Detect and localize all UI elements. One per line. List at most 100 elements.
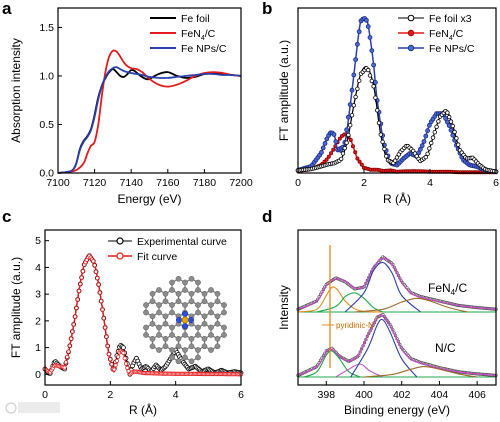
carbon-atom	[182, 347, 188, 353]
x-tick-label-d-398: 398	[318, 389, 336, 401]
data-point-b-fe-nps-c	[446, 123, 452, 128]
xps-component-fen4-c-4	[344, 261, 421, 313]
x-axis-label-b: R (Å)	[383, 191, 411, 206]
carbon-atom	[195, 279, 201, 286]
data-point-c-fit-curve	[101, 316, 106, 321]
data-point-b-fe-nps-c	[365, 24, 371, 30]
carbon-atom	[169, 332, 175, 338]
carbon-atom	[149, 298, 156, 305]
carbon-atom	[143, 332, 149, 338]
data-point-c-fit-curve	[65, 354, 70, 359]
nitrogen-atom	[181, 322, 189, 330]
data-point-b-fe-foil-x3	[376, 120, 382, 126]
carbon-atom	[156, 324, 162, 331]
carbon-atom	[182, 287, 188, 293]
carbon-atom	[214, 343, 221, 350]
x-tick-label-d-406: 406	[468, 389, 486, 401]
data-point-b-fe-foil-x3	[339, 156, 344, 162]
data-point-c-fit-curve	[100, 307, 105, 312]
x-tick-label-a-7120: 7120	[83, 177, 107, 189]
carbon-atom	[221, 332, 227, 338]
series-line-b-fe-nps-c	[297, 17, 497, 173]
data-point-b-fe-nps-c	[345, 114, 351, 120]
xps-component-fen4-c-3	[316, 292, 384, 313]
data-point-b-fen4-c	[328, 151, 333, 156]
x-tick-label-d-402: 402	[393, 389, 411, 401]
carbon-atom	[195, 309, 201, 316]
legend-marker-experimental	[116, 237, 124, 245]
data-point-b-fe-foil-x3	[452, 129, 457, 135]
legend-label-fe-nps-b: Fe NPs/C	[429, 43, 475, 55]
x-tick-label-b-6: 6	[493, 177, 499, 189]
y-tick-label-a-1: 1.0	[39, 70, 54, 82]
data-point-c-fit-curve	[122, 356, 127, 361]
carbon-atom	[201, 320, 208, 327]
carbon-atom	[208, 324, 214, 331]
carbon-atom	[175, 290, 182, 297]
carbon-atom	[208, 347, 214, 353]
carbon-atom	[169, 287, 175, 293]
data-point-b-fe-nps-c	[417, 146, 423, 152]
data-point-c-fit-curve	[105, 343, 110, 349]
carbon-atom	[169, 324, 175, 331]
data-point-b-fe-nps-c	[354, 41, 360, 47]
carbon-atom	[201, 335, 208, 342]
carbon-atom	[143, 309, 149, 316]
y-tick-label-a-0: 0.0	[39, 168, 54, 180]
data-point-b-fe-foil-x3	[369, 78, 374, 84]
panel-d: 398 400 402 404 406 pyridinic-N FeN4/C N/C B…	[277, 229, 498, 417]
carbon-atom	[188, 275, 195, 282]
data-point-b-fe-nps-c	[353, 57, 359, 62]
carbon-atom	[201, 298, 208, 305]
nitrogen-atom	[181, 310, 189, 318]
data-point-c-fit-curve	[116, 354, 121, 359]
legend-c: Experimental curve Fit curve	[108, 236, 227, 263]
xps-component-n-c-4	[350, 318, 418, 378]
carbon-atom	[162, 335, 169, 342]
data-point-c-fit-curve	[62, 365, 67, 370]
data-point-c-fit-curve	[91, 259, 96, 264]
data-point-b-fen4-c	[331, 147, 336, 152]
data-point-c-fit-curve	[99, 298, 104, 304]
carbon-atom	[169, 302, 175, 308]
legend-label-fen4c: FeN4/C	[181, 28, 216, 42]
data-point-b-fe-nps-c	[367, 35, 373, 40]
data-point-c-fit-curve	[104, 334, 109, 339]
carbon-atom	[162, 290, 169, 297]
carbon-atom	[169, 309, 175, 316]
data-point-b-fe-foil-x3	[373, 95, 378, 100]
x-tick-label-c-2: 2	[107, 389, 113, 401]
carbon-atom	[208, 302, 214, 308]
legend-label-fen4c-b: FeN4/C	[429, 28, 464, 42]
watermark-mark	[18, 402, 60, 413]
panel-b: 0 2 4 6 R (Å) FT amplitude (a.u.) Fe foil x…	[277, 7, 499, 206]
carbon-atom	[156, 309, 162, 316]
data-point-b-fe-nps-c	[448, 127, 454, 133]
carbon-atom	[195, 324, 201, 331]
x-tick-label-c-0: 0	[42, 389, 48, 401]
data-point-c-fit-curve	[71, 322, 76, 327]
data-point-b-fe-foil-x3	[434, 124, 439, 129]
data-point-c-fit-curve	[95, 275, 100, 281]
x-tick-label-a-7140: 7140	[120, 177, 144, 189]
data-point-b-fen4-c	[324, 157, 329, 162]
data-point-b-fe-foil-x3	[445, 110, 450, 115]
data-point-b-fe-nps-c	[320, 145, 326, 151]
y-tick-label-c-2: 2	[35, 315, 41, 327]
data-point-b-fe-foil-x3	[375, 108, 380, 113]
xps-component-n-c-5	[363, 366, 478, 378]
x-tick-label-d-400: 400	[355, 389, 373, 401]
data-point-b-fe-nps-c	[419, 143, 425, 149]
data-point-c-fit-curve	[73, 314, 78, 319]
carbon-atom	[156, 287, 162, 293]
xps-component-fen4-c-5	[354, 297, 468, 313]
data-point-c-fit-curve	[106, 352, 112, 357]
data-point-b-fen4-c	[353, 150, 358, 155]
carbon-atom	[149, 313, 156, 320]
x-tick-label-a-7160: 7160	[156, 177, 180, 189]
data-point-b-fen4-c	[350, 144, 355, 149]
y-tick-label-c-0: 0	[35, 369, 41, 381]
legend-label-experimental: Experimental curve	[137, 236, 227, 248]
data-point-b-fe-nps-c	[425, 128, 431, 134]
